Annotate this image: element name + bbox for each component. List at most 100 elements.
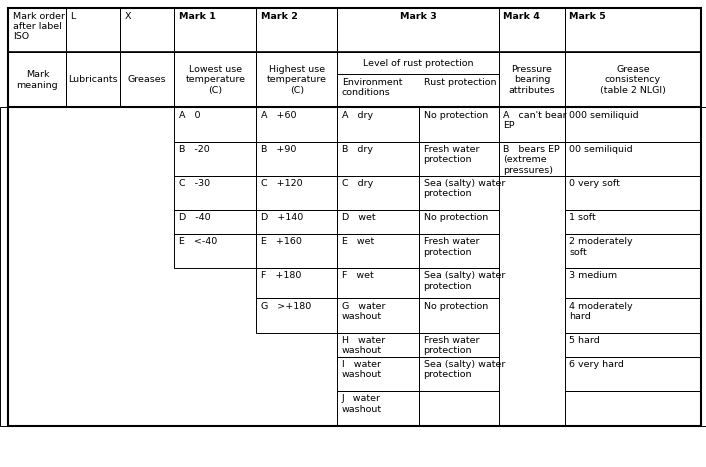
Text: A   can't bear
EP: A can't bear EP: [503, 111, 567, 130]
Text: Mark 3: Mark 3: [400, 12, 437, 21]
Bar: [256, 210, 337, 234]
Bar: [337, 210, 419, 234]
Bar: [565, 142, 701, 176]
Bar: [174, 8, 256, 52]
Bar: [256, 176, 337, 210]
Bar: [565, 107, 701, 142]
Text: Fresh water
protection: Fresh water protection: [424, 237, 479, 257]
Bar: [337, 176, 419, 210]
Text: A   dry: A dry: [342, 111, 373, 120]
Text: 3 medium: 3 medium: [569, 271, 617, 280]
Text: Rust protection: Rust protection: [424, 78, 496, 86]
Bar: [0, 107, 706, 426]
Bar: [419, 268, 499, 298]
Bar: [120, 8, 174, 52]
Bar: [565, 234, 701, 268]
Text: F   wet: F wet: [342, 271, 373, 280]
Bar: [499, 52, 565, 107]
Text: 4 moderately
hard: 4 moderately hard: [569, 302, 633, 321]
Text: E   wet: E wet: [342, 237, 374, 246]
Text: G   >+180: G >+180: [261, 302, 311, 311]
Text: 2 moderately
soft: 2 moderately soft: [569, 237, 633, 257]
Bar: [337, 298, 419, 333]
Text: 6 very hard: 6 very hard: [569, 360, 624, 369]
Bar: [565, 391, 701, 426]
Bar: [174, 52, 256, 107]
Bar: [256, 268, 337, 298]
Text: Grease
consistency
(table 2 NLGI): Grease consistency (table 2 NLGI): [600, 65, 666, 95]
Bar: [66, 8, 120, 52]
Bar: [256, 107, 337, 142]
Bar: [337, 357, 419, 391]
Bar: [337, 268, 419, 298]
Bar: [419, 333, 499, 357]
Text: C   -30: C -30: [179, 179, 210, 188]
Bar: [66, 52, 120, 107]
Bar: [337, 333, 419, 357]
Text: Mark 2: Mark 2: [261, 12, 297, 21]
Text: F   +180: F +180: [261, 271, 301, 280]
Text: No protection: No protection: [424, 111, 488, 120]
Bar: [120, 52, 174, 107]
Text: Highest use
temperature
(C): Highest use temperature (C): [267, 65, 327, 95]
Text: G   water
washout: G water washout: [342, 302, 385, 321]
Text: No protection: No protection: [424, 213, 488, 222]
Bar: [419, 234, 499, 268]
Text: Fresh water
protection: Fresh water protection: [424, 336, 479, 355]
Text: 5 hard: 5 hard: [569, 336, 600, 345]
Text: Level of rust protection: Level of rust protection: [363, 59, 474, 68]
Text: B   +90: B +90: [261, 145, 296, 154]
Text: 000 semiliquid: 000 semiliquid: [569, 111, 639, 120]
Text: I   water
washout: I water washout: [342, 360, 382, 380]
Bar: [565, 333, 701, 357]
Text: A   0: A 0: [179, 111, 200, 120]
Bar: [565, 357, 701, 391]
Text: Fresh water
protection: Fresh water protection: [424, 145, 479, 164]
Text: 1 soft: 1 soft: [569, 213, 596, 222]
Bar: [499, 8, 565, 52]
Text: Sea (salty) water
protection: Sea (salty) water protection: [424, 360, 505, 380]
Text: E   +160: E +160: [261, 237, 301, 246]
Text: C   dry: C dry: [342, 179, 373, 188]
Bar: [419, 176, 499, 210]
Bar: [565, 298, 701, 333]
Bar: [337, 8, 499, 52]
Bar: [337, 391, 419, 426]
Text: Sea (salty) water
protection: Sea (salty) water protection: [424, 179, 505, 198]
Text: Mark
meaning: Mark meaning: [17, 70, 58, 90]
Text: Sea (salty) water
protection: Sea (salty) water protection: [424, 271, 505, 291]
Bar: [174, 234, 256, 268]
Text: D   +140: D +140: [261, 213, 303, 222]
Bar: [256, 142, 337, 176]
Bar: [256, 8, 337, 52]
Bar: [565, 52, 701, 107]
Text: D   -40: D -40: [179, 213, 210, 222]
Bar: [256, 52, 337, 107]
Text: Mark 1: Mark 1: [179, 12, 215, 21]
Bar: [419, 210, 499, 234]
Bar: [256, 298, 337, 333]
Text: Mark 4: Mark 4: [503, 12, 540, 21]
Text: Environment
conditions: Environment conditions: [342, 78, 402, 97]
Bar: [565, 176, 701, 210]
Text: Mark order
after label
ISO: Mark order after label ISO: [13, 12, 65, 42]
Text: B   bears EP
(extreme
pressures): B bears EP (extreme pressures): [503, 145, 560, 175]
Text: X: X: [124, 12, 131, 21]
Text: D   wet: D wet: [342, 213, 376, 222]
Text: Mark 5: Mark 5: [569, 12, 606, 21]
Bar: [256, 234, 337, 268]
Bar: [499, 107, 565, 142]
Bar: [565, 8, 701, 52]
Text: E   <-40: E <-40: [179, 237, 217, 246]
Text: L: L: [71, 12, 76, 21]
Text: Pressure
bearing
attributes: Pressure bearing attributes: [508, 65, 556, 95]
Bar: [419, 107, 499, 142]
Text: 0 very soft: 0 very soft: [569, 179, 620, 188]
Text: J   water
washout: J water washout: [342, 394, 382, 414]
Bar: [565, 210, 701, 234]
Bar: [174, 142, 256, 176]
Bar: [174, 176, 256, 210]
Bar: [499, 142, 565, 176]
Bar: [419, 391, 499, 426]
Bar: [419, 142, 499, 176]
